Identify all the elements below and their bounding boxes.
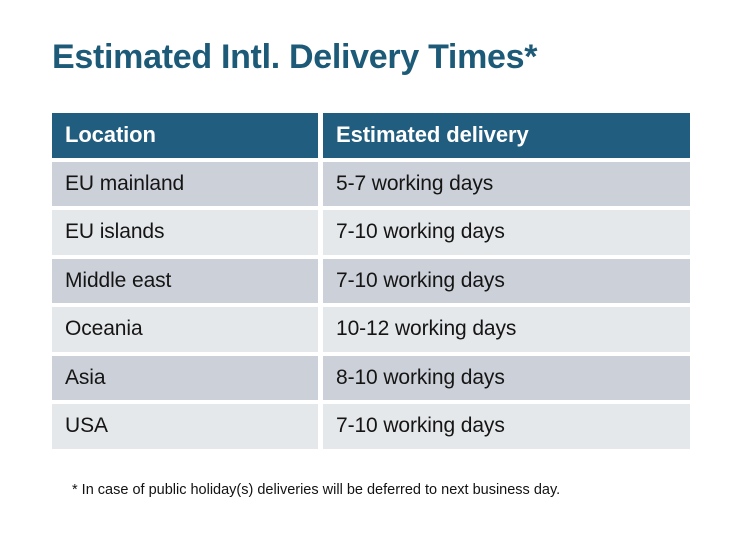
cell-estimated-delivery: 5-7 working days [323,161,690,206]
column-divider [318,404,323,449]
table-row: EU islands 7-10 working days [52,210,690,255]
cell-location: USA [52,404,318,449]
table-row: USA 7-10 working days [52,404,690,449]
table-row: EU mainland 5-7 working days [52,161,690,206]
column-divider [318,113,323,158]
cell-estimated-delivery: 10-12 working days [323,307,690,352]
cell-location: Asia [52,355,318,400]
table-row: Oceania 10-12 working days [52,307,690,352]
cell-location: EU islands [52,210,318,255]
column-divider [318,210,323,255]
cell-location: EU mainland [52,161,318,206]
table-row: Middle east 7-10 working days [52,258,690,303]
table-row: Asia 8-10 working days [52,355,690,400]
delivery-times-table: Location Estimated delivery EU mainland … [52,113,690,449]
column-divider [318,161,323,206]
table-header-row: Location Estimated delivery [52,113,690,158]
cell-location: Middle east [52,258,318,303]
cell-estimated-delivery: 7-10 working days [323,210,690,255]
column-header-estimated-delivery: Estimated delivery [323,113,690,158]
column-divider [318,258,323,303]
page-title: Estimated Intl. Delivery Times* [52,38,538,76]
cell-estimated-delivery: 7-10 working days [323,404,690,449]
column-divider [318,355,323,400]
cell-location: Oceania [52,307,318,352]
cell-estimated-delivery: 8-10 working days [323,355,690,400]
column-divider [318,307,323,352]
cell-estimated-delivery: 7-10 working days [323,258,690,303]
footnote: * In case of public holiday(s) deliverie… [72,482,561,498]
column-header-location: Location [52,113,318,158]
